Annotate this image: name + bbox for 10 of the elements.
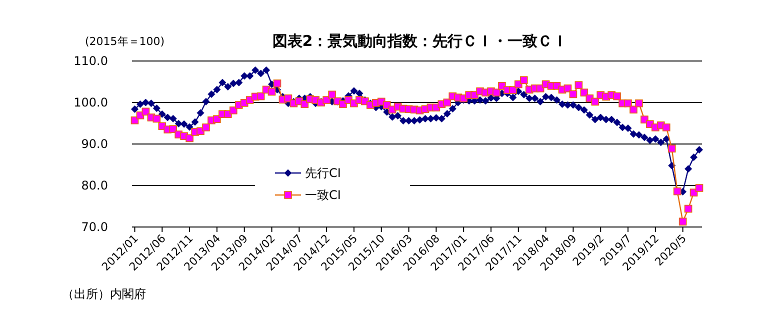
- text: (2015年＝100): [85, 35, 165, 48]
- y-tick-label: 110.0: [74, 54, 108, 68]
- legend-label: 先行CI: [305, 166, 341, 180]
- legend-label: 一致CI: [305, 188, 341, 202]
- y-tick-label: 80.0: [81, 178, 108, 192]
- text: （出所）内閣府: [62, 287, 146, 301]
- y-tick-label: 70.0: [81, 220, 108, 234]
- y-tick-label: 100.0: [74, 96, 108, 110]
- y-tick-label: 90.0: [81, 137, 108, 151]
- chart-title: 図表2：景気動向指数：先行ＣＩ・一致ＣＩ: [272, 32, 568, 50]
